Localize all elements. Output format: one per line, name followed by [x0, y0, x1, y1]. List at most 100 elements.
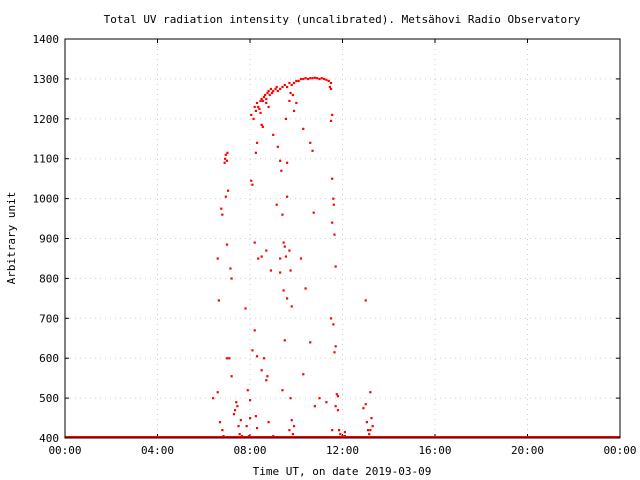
data-point — [279, 87, 282, 91]
data-point — [262, 357, 266, 360]
x-tick-label: 08:00 — [233, 444, 266, 457]
data-point — [266, 375, 269, 378]
data-point — [313, 405, 316, 408]
data-point — [225, 159, 229, 162]
data-point — [246, 389, 249, 392]
data-point — [216, 257, 219, 260]
data-point — [269, 269, 273, 272]
data-point — [244, 307, 247, 310]
data-point — [311, 77, 314, 80]
data-point — [272, 133, 275, 136]
data-point — [252, 117, 255, 120]
data-point — [267, 105, 270, 109]
data-point — [335, 393, 338, 396]
chart-title: Total UV radiation intensity (uncalibrat… — [104, 13, 581, 26]
data-point — [339, 433, 342, 436]
data-point — [254, 151, 257, 154]
data-point — [302, 127, 305, 130]
data-point — [217, 299, 220, 302]
data-point — [239, 419, 242, 422]
data-point — [238, 433, 241, 436]
data-point — [290, 419, 293, 422]
data-point — [289, 397, 292, 400]
data-point — [253, 241, 256, 244]
data-point — [282, 241, 285, 244]
data-point — [283, 83, 286, 87]
data-point — [265, 97, 268, 101]
data-point — [366, 429, 370, 432]
data-point — [329, 81, 333, 85]
data-point — [313, 76, 316, 79]
data-point — [276, 145, 279, 148]
data-point — [221, 429, 224, 432]
data-point — [371, 425, 374, 428]
data-point — [216, 391, 219, 394]
data-point — [302, 373, 305, 376]
data-point — [222, 435, 225, 438]
data-point — [288, 99, 291, 103]
data-point — [226, 151, 229, 154]
data-point — [236, 405, 239, 408]
data-point — [245, 425, 248, 428]
data-point — [266, 91, 269, 95]
y-tick-label: 500 — [39, 392, 59, 405]
data-point — [251, 349, 254, 352]
data-point — [318, 77, 321, 81]
data-point — [282, 289, 285, 292]
data-point — [247, 435, 251, 438]
y-tick-label: 1200 — [33, 113, 60, 126]
data-point — [253, 105, 256, 109]
data-point — [370, 417, 373, 420]
data-point — [309, 341, 312, 344]
data-point — [228, 357, 231, 360]
data-point — [343, 431, 347, 434]
data-point — [281, 389, 284, 392]
data-point — [286, 85, 289, 89]
data-point — [257, 257, 260, 260]
data-point — [291, 93, 294, 97]
data-point — [259, 99, 262, 103]
y-tick-label: 900 — [39, 233, 59, 246]
plot-frame — [64, 38, 621, 439]
data-point — [334, 265, 337, 268]
data-point — [346, 436, 349, 439]
y-tick-label: 400 — [39, 432, 59, 445]
data-point — [288, 81, 291, 85]
data-point — [288, 429, 291, 432]
data-point — [264, 93, 267, 97]
data-point — [249, 399, 252, 402]
data-point — [240, 435, 244, 438]
data-point — [343, 435, 347, 438]
data-point — [223, 161, 226, 164]
data-point — [341, 435, 344, 438]
data-point — [292, 425, 296, 428]
data-point — [272, 435, 275, 438]
data-point — [268, 93, 271, 97]
data-point — [225, 243, 229, 246]
data-point — [286, 161, 289, 164]
data-point — [320, 77, 323, 80]
x-axis-label: Time UT, on date 2019-03-09 — [253, 465, 432, 478]
data-point — [275, 85, 278, 89]
data-point — [302, 77, 305, 81]
data-point — [221, 213, 224, 216]
y-tick-label: 1300 — [33, 73, 60, 86]
data-point — [232, 413, 236, 416]
data-point — [255, 355, 259, 358]
data-point — [274, 87, 277, 91]
data-point — [329, 317, 333, 320]
data-point — [255, 101, 259, 105]
data-point — [260, 369, 263, 372]
data-point — [250, 179, 253, 182]
data-point — [369, 429, 372, 432]
data-point — [304, 287, 307, 290]
data-point — [260, 97, 263, 101]
data-point — [261, 125, 264, 128]
data-point — [257, 105, 260, 109]
data-point — [331, 113, 334, 117]
data-point — [292, 81, 296, 85]
data-point — [281, 213, 284, 216]
data-point — [259, 111, 262, 115]
data-point — [332, 203, 335, 206]
data-point — [333, 351, 336, 354]
